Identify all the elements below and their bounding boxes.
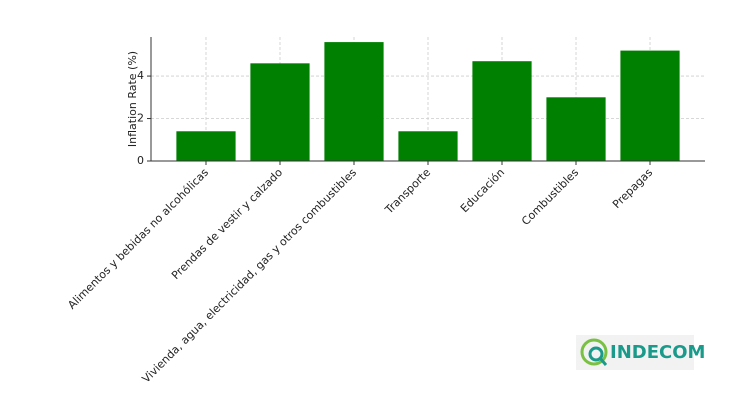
bar <box>472 61 532 162</box>
y-axis-label: Inflation Rate (%) <box>126 51 139 147</box>
logo-handle <box>598 357 608 366</box>
x-tick-label: Transporte <box>382 166 433 217</box>
y-tick-label: 2 <box>137 112 144 125</box>
bar <box>620 50 680 161</box>
y-tick-label: 4 <box>137 69 144 82</box>
x-tick-label: Educación <box>458 166 507 215</box>
x-tick-label: Alimentos y bebidas no alcohólicas <box>65 166 211 312</box>
x-tick-label: Combustibles <box>519 166 581 228</box>
bar <box>324 42 384 162</box>
logo-text: INDECOM <box>610 342 705 363</box>
logo-ring <box>580 338 608 366</box>
x-tick-label: Prepagas <box>610 166 655 211</box>
bar <box>398 131 458 161</box>
logo: INDECOM <box>576 335 705 370</box>
logo-ring-inner <box>588 346 604 362</box>
y-tick-label: 0 <box>137 154 144 167</box>
bar <box>250 63 310 161</box>
bar <box>546 97 606 161</box>
bar <box>176 131 236 161</box>
